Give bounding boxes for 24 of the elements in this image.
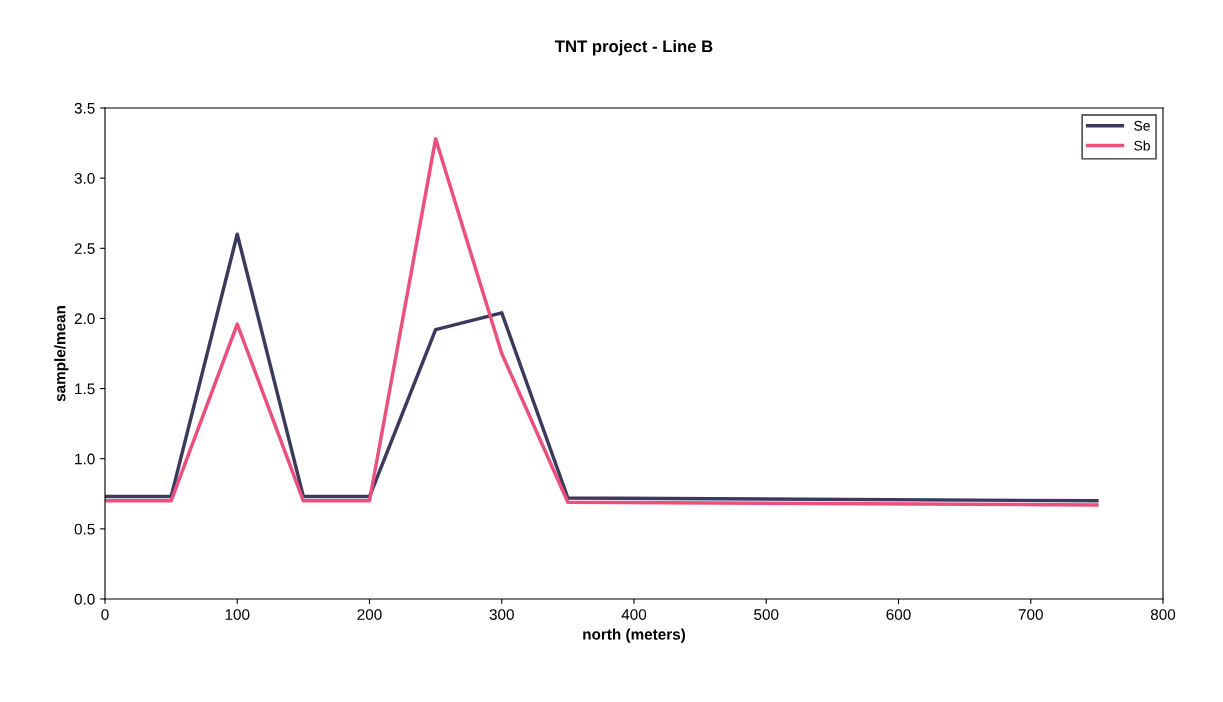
y-axis-title: sample/mean (54, 306, 69, 402)
x-tick-label: 800 (1150, 609, 1176, 620)
x-tick-label: 600 (886, 609, 911, 620)
x-tick-label: 200 (357, 609, 382, 620)
x-tick-label: 300 (489, 609, 514, 620)
y-tick-label: 3.5 (74, 102, 95, 114)
legend-label: Se (1134, 120, 1150, 131)
x-axis-title: north (meters) (583, 628, 686, 643)
chart-title: TNT project - Line B (555, 40, 713, 56)
y-tick-label: 0.0 (74, 593, 95, 605)
x-tick-label: 500 (754, 609, 779, 620)
y-tick-label: 2.0 (74, 313, 95, 325)
y-tick-label: 1.5 (75, 383, 95, 395)
line-series (105, 137, 1099, 507)
y-tick-label: 3.0 (74, 173, 95, 184)
x-tick-label: 700 (1018, 609, 1043, 620)
line-series (105, 232, 1099, 503)
y-tick-label: 1.0 (75, 453, 95, 465)
y-tick-label: 2.5 (74, 243, 95, 254)
x-tick-label: 400 (621, 609, 647, 620)
x-tick-label: 100 (225, 609, 250, 620)
legend-label: Sb (1134, 140, 1150, 151)
y-tick-label: 0.5 (74, 523, 95, 535)
x-tick-label: 0 (101, 609, 109, 620)
